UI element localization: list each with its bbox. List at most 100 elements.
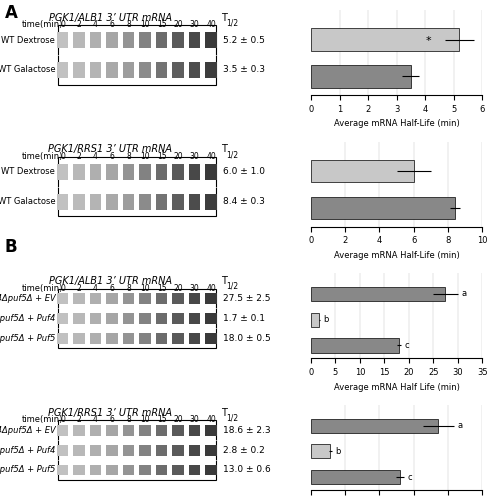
Bar	[73, 464, 85, 475]
Bar	[106, 444, 118, 456]
Bar	[90, 444, 101, 456]
Text: WT Galactose: WT Galactose	[0, 66, 56, 74]
Text: B: B	[5, 238, 18, 256]
Text: 3.5 ± 0.3: 3.5 ± 0.3	[223, 66, 265, 74]
Bar	[189, 293, 200, 304]
Bar	[156, 293, 167, 304]
Text: 40: 40	[206, 20, 216, 29]
Bar	[106, 333, 118, 344]
Bar	[311, 160, 414, 182]
Text: 8.4 ± 0.3: 8.4 ± 0.3	[223, 197, 265, 206]
Text: 2: 2	[77, 284, 82, 292]
Text: 20: 20	[173, 152, 183, 161]
Text: 15: 15	[157, 284, 166, 292]
Bar	[205, 444, 217, 456]
X-axis label: Average mRNA Half-Life (min): Average mRNA Half-Life (min)	[334, 251, 460, 260]
Bar	[205, 62, 217, 78]
Text: 30: 30	[190, 284, 199, 292]
Bar	[172, 194, 184, 210]
Text: 40: 40	[206, 284, 216, 292]
Bar	[311, 287, 445, 301]
Bar	[189, 333, 200, 344]
Text: PGK1/RRS1 3’ UTR mRNA: PGK1/RRS1 3’ UTR mRNA	[49, 144, 173, 154]
Text: T: T	[221, 276, 226, 286]
Bar	[189, 425, 200, 436]
Text: c: c	[407, 472, 412, 482]
Text: puf4Δpuf5Δ + EV: puf4Δpuf5Δ + EV	[0, 294, 56, 303]
Text: 2.8 ± 0.2: 2.8 ± 0.2	[223, 446, 265, 454]
Text: 0: 0	[60, 20, 65, 29]
Bar	[90, 194, 101, 210]
Bar	[205, 313, 217, 324]
Text: 40: 40	[206, 152, 216, 161]
Bar	[311, 66, 411, 88]
Text: 10: 10	[140, 284, 150, 292]
X-axis label: Average mRNA Half Life (min): Average mRNA Half Life (min)	[334, 382, 460, 392]
Text: c: c	[405, 341, 409, 350]
Bar	[139, 62, 151, 78]
Text: 15: 15	[157, 20, 166, 29]
Bar	[156, 444, 167, 456]
Bar	[73, 333, 85, 344]
Text: WT Galactose: WT Galactose	[0, 197, 56, 206]
Bar	[139, 194, 151, 210]
Bar	[156, 464, 167, 475]
Text: 6: 6	[110, 415, 115, 424]
Bar	[106, 425, 118, 436]
Text: a: a	[458, 421, 462, 430]
Text: 4: 4	[93, 284, 98, 292]
Bar	[189, 32, 200, 48]
Bar	[205, 32, 217, 48]
Bar	[90, 32, 101, 48]
Bar	[73, 293, 85, 304]
Bar	[156, 62, 167, 78]
Bar	[311, 197, 455, 219]
Bar	[311, 444, 330, 458]
Bar	[205, 464, 217, 475]
Text: 10: 10	[140, 415, 150, 424]
Bar	[90, 464, 101, 475]
Text: 0: 0	[60, 415, 65, 424]
Text: 20: 20	[173, 284, 183, 292]
Text: puf4Δpuf5Δ + EV: puf4Δpuf5Δ + EV	[0, 426, 56, 434]
Bar	[139, 333, 151, 344]
Bar	[172, 32, 184, 48]
Bar	[156, 164, 167, 180]
Text: 27.5 ± 2.5: 27.5 ± 2.5	[223, 294, 271, 303]
Bar	[57, 62, 68, 78]
Text: PGK1/ALB1 3’ UTR mRNA: PGK1/ALB1 3’ UTR mRNA	[49, 12, 172, 22]
Bar	[205, 293, 217, 304]
Bar	[139, 32, 151, 48]
Bar	[106, 293, 118, 304]
Bar	[172, 425, 184, 436]
Bar	[189, 464, 200, 475]
Bar	[90, 164, 101, 180]
Bar	[90, 293, 101, 304]
Bar	[311, 470, 400, 484]
Text: 10: 10	[140, 152, 150, 161]
Bar	[311, 418, 438, 432]
Bar	[57, 32, 68, 48]
Text: 30: 30	[190, 152, 199, 161]
Bar	[106, 164, 118, 180]
Bar	[58, 157, 216, 216]
Bar	[90, 62, 101, 78]
Bar	[58, 420, 216, 480]
Text: 8: 8	[126, 152, 131, 161]
Text: T: T	[221, 408, 226, 418]
Text: 6: 6	[110, 284, 115, 292]
Bar	[205, 164, 217, 180]
Text: WT Dextrose: WT Dextrose	[1, 168, 56, 176]
Text: 2: 2	[77, 415, 82, 424]
Text: 4: 4	[93, 152, 98, 161]
Bar	[123, 164, 134, 180]
Text: 2: 2	[77, 20, 82, 29]
Text: 4: 4	[93, 415, 98, 424]
Bar	[205, 333, 217, 344]
X-axis label: Average mRNA Half-Life (min): Average mRNA Half-Life (min)	[334, 119, 460, 128]
Text: T: T	[221, 144, 226, 154]
Text: 1/2: 1/2	[227, 282, 239, 291]
Bar	[57, 313, 68, 324]
Text: PGK1/RRS1 3’ UTR mRNA: PGK1/RRS1 3’ UTR mRNA	[49, 408, 173, 418]
Bar	[189, 194, 200, 210]
